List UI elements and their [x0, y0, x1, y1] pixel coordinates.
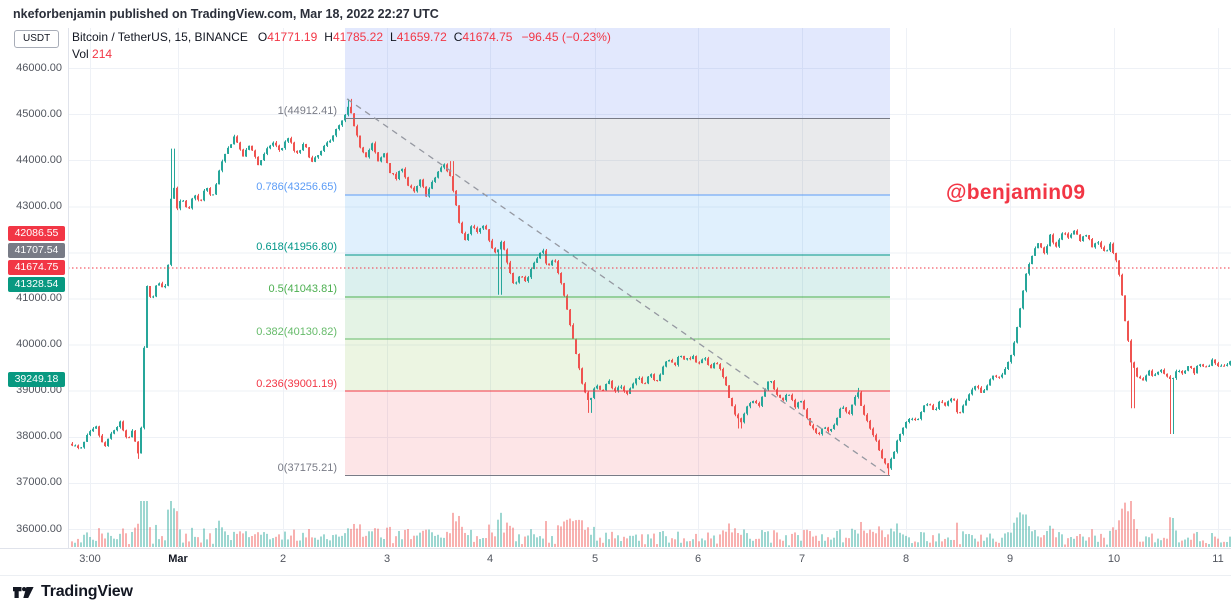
current-price-badge: 41674.75 [8, 259, 65, 275]
tradingview-logo-icon [13, 586, 34, 598]
low-value: 41659.72 [396, 30, 447, 44]
price-tick: 41000.00 [16, 292, 62, 304]
fib-level-label: 0.5(41043.81) [268, 283, 338, 296]
volume-value: 214 [92, 47, 113, 61]
close-value: 41674.75 [462, 30, 513, 44]
author-watermark: @benjamin09 [946, 181, 1086, 204]
price-tick: 37000.00 [16, 476, 62, 489]
price-tick: 36000.00 [16, 522, 62, 535]
high-value: 41785.22 [332, 30, 383, 44]
fib-level-label: 0.382(40130.82) [256, 325, 337, 338]
time-label: 11 [1212, 553, 1224, 565]
change-value: −96.45 (−0.23%) [521, 30, 611, 44]
footer-bar: TradingView [0, 575, 1231, 608]
time-label: 3:00 [79, 553, 101, 565]
time-label: 4 [486, 553, 494, 565]
attribution-text: nkeforbenjamin published on TradingView.… [13, 7, 439, 21]
time-label: 9 [1006, 553, 1014, 565]
price-tick: 44000.00 [16, 153, 62, 166]
price-tick: 39000.00 [16, 384, 62, 397]
tradingview-logo[interactable]: TradingView [13, 583, 133, 601]
open-label: O [257, 30, 268, 44]
open-value: 41771.19 [267, 30, 318, 44]
attribution-bar: nkeforbenjamin published on TradingView.… [0, 0, 1231, 28]
fib-level-label: 0.236(39001.19) [256, 377, 337, 390]
time-label: 5 [591, 553, 599, 565]
tradingview-brand-text: TradingView [41, 583, 133, 600]
low-label: L [390, 30, 397, 44]
fib-level-label: 0(37175.21) [277, 461, 337, 474]
time-label: 3 [383, 553, 391, 565]
price-tick: 38000.00 [16, 430, 62, 443]
currency-toggle-button[interactable]: USDT [14, 30, 60, 48]
close-label: C [453, 30, 463, 44]
price-badge: 41328.54 [8, 276, 65, 292]
price-badge: 42086.55 [8, 225, 65, 241]
time-label: Mar [168, 553, 188, 565]
high-label: H [324, 30, 333, 44]
price-tick: 40000.00 [16, 338, 62, 351]
time-label: 2 [279, 553, 287, 565]
time-label: 8 [902, 553, 910, 565]
fib-level-label: 0.786(43256.65) [256, 181, 337, 194]
price-badge: 39249.18 [8, 371, 65, 387]
price-tick: 46000.00 [16, 61, 62, 74]
fib-level-label: 1(44912.41) [277, 105, 337, 118]
time-label: 6 [694, 553, 702, 565]
time-label: 7 [798, 553, 806, 565]
fib-level-label: 0.618(41956.80) [256, 241, 337, 254]
price-tick: 43000.00 [16, 199, 62, 212]
time-label: 10 [1107, 553, 1121, 565]
volume-label: Vol [72, 47, 89, 61]
price-tick: 45000.00 [16, 107, 62, 120]
price-badge: 41707.54 [8, 242, 65, 258]
symbol-title[interactable]: Bitcoin / TetherUS, 15, BINANCE [72, 30, 248, 44]
chart-legend: Bitcoin / TetherUS, 15, BINANCE O41771.19… [72, 30, 611, 61]
